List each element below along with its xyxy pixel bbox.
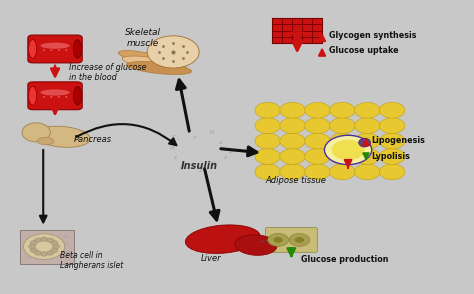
FancyBboxPatch shape [273, 18, 322, 43]
Circle shape [255, 118, 281, 133]
Text: Glucose production: Glucose production [301, 255, 388, 264]
Ellipse shape [359, 138, 371, 147]
Text: z: z [219, 140, 222, 145]
Ellipse shape [122, 56, 186, 71]
Text: z: z [199, 168, 202, 173]
Circle shape [25, 250, 28, 252]
Text: Lipogenesis: Lipogenesis [372, 136, 426, 145]
Circle shape [255, 133, 281, 149]
Circle shape [26, 238, 30, 240]
Circle shape [36, 253, 40, 255]
Ellipse shape [73, 40, 82, 58]
Text: H: H [209, 130, 214, 135]
Ellipse shape [65, 96, 67, 98]
Circle shape [47, 249, 51, 251]
Ellipse shape [50, 96, 52, 98]
Text: Beta cell in
Langherans islet: Beta cell in Langherans islet [60, 251, 123, 270]
Circle shape [324, 135, 372, 165]
Ellipse shape [40, 89, 70, 96]
Text: Pancreas: Pancreas [74, 135, 112, 144]
Circle shape [280, 133, 305, 149]
Ellipse shape [65, 49, 67, 51]
Ellipse shape [58, 96, 60, 98]
Ellipse shape [28, 86, 36, 105]
Circle shape [40, 237, 47, 241]
Circle shape [379, 133, 405, 149]
Circle shape [280, 164, 305, 180]
Circle shape [305, 102, 330, 118]
Circle shape [31, 251, 35, 253]
Text: H: H [211, 161, 216, 166]
Text: Increase of glucose
in the blood: Increase of glucose in the blood [69, 63, 146, 82]
Circle shape [43, 251, 47, 254]
Circle shape [41, 256, 45, 259]
Circle shape [51, 248, 58, 253]
Circle shape [355, 118, 380, 133]
Circle shape [28, 244, 36, 249]
Text: z: z [192, 135, 196, 140]
Ellipse shape [43, 49, 45, 51]
Circle shape [329, 164, 355, 180]
Text: z: z [228, 149, 231, 154]
Circle shape [355, 164, 380, 180]
Text: z: z [172, 134, 175, 139]
FancyBboxPatch shape [19, 230, 74, 264]
Text: z: z [174, 156, 177, 161]
Ellipse shape [37, 138, 54, 145]
Circle shape [46, 238, 49, 241]
Circle shape [40, 252, 47, 256]
Ellipse shape [50, 49, 52, 51]
Circle shape [39, 233, 43, 236]
Circle shape [25, 252, 28, 254]
Circle shape [379, 148, 405, 164]
Ellipse shape [235, 235, 277, 255]
Text: H: H [169, 146, 173, 151]
Ellipse shape [73, 86, 82, 105]
Circle shape [329, 102, 355, 118]
Ellipse shape [28, 40, 36, 58]
Ellipse shape [40, 43, 70, 49]
Circle shape [289, 233, 310, 246]
Circle shape [280, 118, 305, 133]
Circle shape [268, 233, 289, 246]
Text: Glycogen synthesis: Glycogen synthesis [329, 31, 417, 40]
Circle shape [67, 251, 71, 253]
Circle shape [30, 241, 37, 245]
Text: Insulin: Insulin [181, 161, 218, 171]
Circle shape [295, 237, 304, 243]
Ellipse shape [58, 49, 60, 51]
Circle shape [255, 164, 281, 180]
Circle shape [255, 148, 281, 164]
Circle shape [355, 133, 380, 149]
Ellipse shape [185, 225, 260, 253]
Text: Glucose uptake: Glucose uptake [329, 46, 399, 55]
Text: Adipose tissue: Adipose tissue [265, 176, 327, 185]
Circle shape [305, 148, 330, 164]
Circle shape [379, 102, 405, 118]
Circle shape [273, 237, 283, 243]
Circle shape [55, 244, 59, 247]
Circle shape [30, 248, 37, 253]
Circle shape [329, 133, 355, 149]
Circle shape [147, 36, 199, 68]
Circle shape [305, 164, 330, 180]
Text: z: z [224, 155, 228, 160]
Text: Liver: Liver [201, 254, 221, 263]
Circle shape [305, 133, 330, 149]
Circle shape [255, 102, 281, 118]
Ellipse shape [43, 96, 45, 98]
Circle shape [51, 241, 58, 245]
Circle shape [379, 164, 405, 180]
Ellipse shape [127, 61, 191, 74]
Circle shape [27, 256, 31, 259]
Circle shape [64, 242, 67, 244]
FancyBboxPatch shape [28, 35, 82, 63]
Circle shape [280, 102, 305, 118]
Circle shape [329, 148, 355, 164]
Circle shape [35, 251, 42, 255]
Circle shape [35, 238, 42, 242]
Circle shape [23, 234, 65, 259]
Circle shape [355, 148, 380, 164]
Text: z: z [180, 166, 183, 171]
